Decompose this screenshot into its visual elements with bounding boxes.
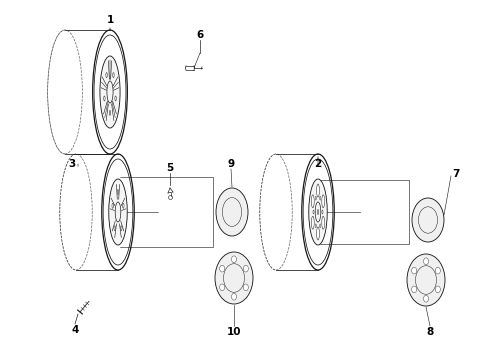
Ellipse shape — [312, 216, 314, 229]
Ellipse shape — [117, 189, 119, 194]
Ellipse shape — [112, 203, 113, 208]
Ellipse shape — [322, 210, 323, 214]
Ellipse shape — [436, 286, 441, 293]
Ellipse shape — [244, 265, 248, 272]
Text: 6: 6 — [196, 30, 204, 40]
Ellipse shape — [315, 224, 317, 228]
Ellipse shape — [322, 216, 324, 229]
Ellipse shape — [412, 286, 416, 293]
Ellipse shape — [319, 224, 321, 228]
Ellipse shape — [407, 254, 445, 306]
Ellipse shape — [114, 226, 116, 231]
Ellipse shape — [319, 196, 321, 200]
Ellipse shape — [121, 226, 122, 231]
Ellipse shape — [122, 203, 124, 208]
Ellipse shape — [315, 196, 317, 200]
Ellipse shape — [322, 195, 324, 208]
Text: 5: 5 — [167, 163, 173, 173]
Ellipse shape — [244, 284, 248, 291]
Ellipse shape — [412, 198, 444, 242]
Ellipse shape — [317, 227, 319, 240]
Ellipse shape — [232, 293, 237, 300]
Text: 3: 3 — [69, 159, 75, 169]
Ellipse shape — [109, 111, 111, 116]
Ellipse shape — [312, 195, 314, 208]
Text: 9: 9 — [227, 159, 235, 169]
Ellipse shape — [220, 284, 224, 291]
Text: 8: 8 — [426, 327, 434, 337]
Ellipse shape — [215, 252, 253, 304]
Text: 10: 10 — [227, 327, 241, 337]
Ellipse shape — [115, 96, 116, 101]
Text: 4: 4 — [72, 325, 79, 335]
Ellipse shape — [113, 73, 114, 78]
Ellipse shape — [313, 210, 314, 214]
Ellipse shape — [216, 188, 248, 236]
Ellipse shape — [317, 184, 319, 197]
Ellipse shape — [309, 179, 327, 245]
Ellipse shape — [104, 96, 105, 101]
Ellipse shape — [423, 295, 428, 302]
Ellipse shape — [423, 258, 428, 265]
Ellipse shape — [106, 73, 107, 78]
Text: 1: 1 — [106, 15, 114, 25]
Ellipse shape — [412, 267, 416, 274]
Ellipse shape — [100, 56, 120, 128]
Ellipse shape — [436, 267, 441, 274]
Text: 7: 7 — [452, 169, 460, 179]
Ellipse shape — [220, 265, 224, 272]
Ellipse shape — [232, 256, 237, 263]
Ellipse shape — [109, 179, 127, 245]
Text: 2: 2 — [315, 159, 321, 169]
